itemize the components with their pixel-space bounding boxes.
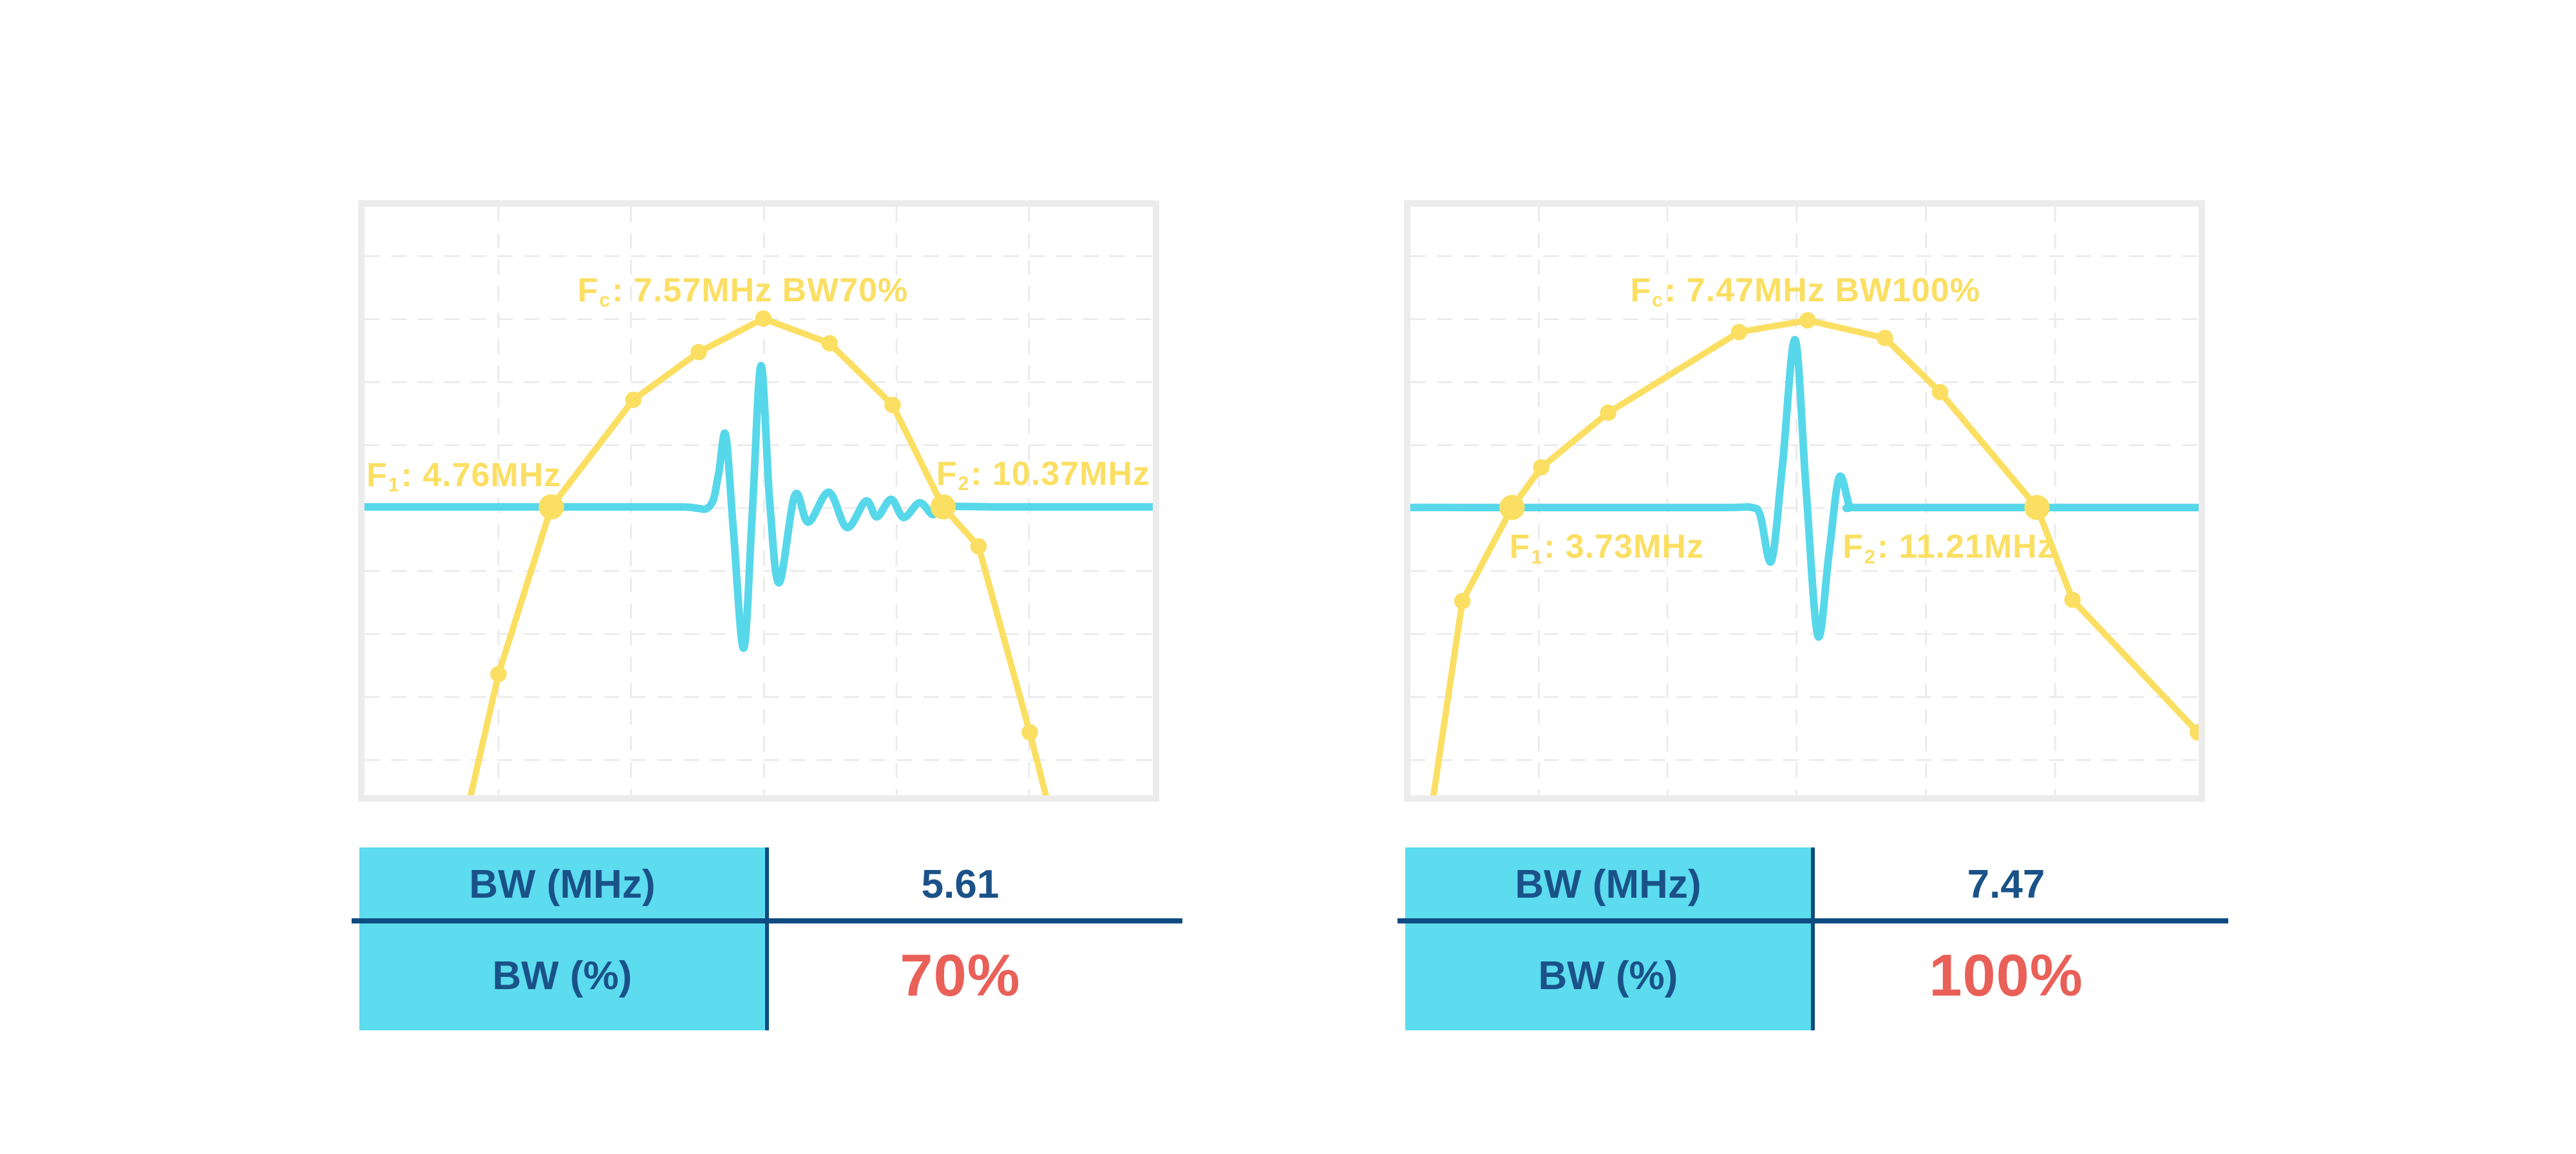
annotation-f1: F1: 4.76MHz — [366, 456, 562, 497]
table-row: BW (%) 100% — [1405, 921, 2201, 1030]
f2-subscript: 2 — [958, 473, 970, 495]
bandwidth-table-bw70: BW (MHz) 5.61 BW (%) 70% — [352, 847, 1182, 1030]
f1-value: : 4.76MHz — [401, 456, 562, 494]
bw-mhz-value-cell: 5.61 — [765, 847, 1155, 921]
f2-symbol: F — [936, 455, 958, 493]
f2-symbol: F — [1842, 528, 1864, 566]
annotation-center-frequency: Fc: 7.57MHz BW70% — [577, 271, 909, 312]
f2-value: : 10.37MHz — [971, 455, 1151, 493]
f1-subscript: 1 — [1531, 546, 1543, 568]
table-row: BW (MHz) 7.47 — [1405, 847, 2201, 921]
annotation-f2: F2: 10.37MHz — [936, 455, 1151, 495]
table-vertical-divider — [1811, 847, 1815, 1030]
chart-bw100-plot — [1410, 207, 2199, 795]
table-row: BW (MHz) 5.61 — [359, 847, 1155, 921]
fc-value: : 7.57MHz BW70% — [612, 271, 909, 309]
f2-subscript: 2 — [1864, 546, 1876, 568]
bw-mhz-label-cell: BW (MHz) — [1405, 847, 1811, 921]
table-row: BW (%) 70% — [359, 921, 1155, 1030]
annotation-center-frequency: Fc: 7.47MHz BW100% — [1630, 271, 1980, 312]
fc-subscript: c — [1652, 290, 1664, 312]
bw-pct-value-cell: 70% — [765, 921, 1155, 1030]
table-vertical-divider — [765, 847, 769, 1030]
f2-value: : 11.21MHz — [1877, 528, 2055, 566]
bw-pct-value-cell: 100% — [1811, 921, 2201, 1030]
chart-bw70: Fc: 7.57MHz BW70% F1: 4.76MHz F2: 10.37M… — [358, 200, 1159, 802]
bw-pct-label-cell: BW (%) — [359, 921, 765, 1030]
fc-symbol: F — [1630, 271, 1652, 309]
f1-subscript: 1 — [388, 475, 400, 497]
f1-value: : 3.73MHz — [1544, 528, 1704, 566]
annotation-f1: F1: 3.73MHz — [1509, 527, 1704, 568]
fc-value: : 7.47MHz BW100% — [1665, 271, 1980, 309]
bw-mhz-label-cell: BW (MHz) — [359, 847, 765, 921]
fc-subscript: c — [599, 290, 611, 312]
f1-symbol: F — [366, 456, 388, 494]
chart-bw70-plot — [365, 207, 1153, 795]
bw-pct-label-cell: BW (%) — [1405, 921, 1811, 1030]
f1-symbol: F — [1509, 528, 1531, 566]
bw-mhz-value-cell: 7.47 — [1811, 847, 2201, 921]
annotation-f2: F2: 11.21MHz — [1842, 527, 2055, 568]
bandwidth-table-bw100: BW (MHz) 7.47 BW (%) 100% — [1397, 847, 2228, 1030]
chart-bw100: Fc: 7.47MHz BW100% F1: 3.73MHz F2: 11.21… — [1404, 200, 2205, 802]
fc-symbol: F — [577, 271, 599, 309]
